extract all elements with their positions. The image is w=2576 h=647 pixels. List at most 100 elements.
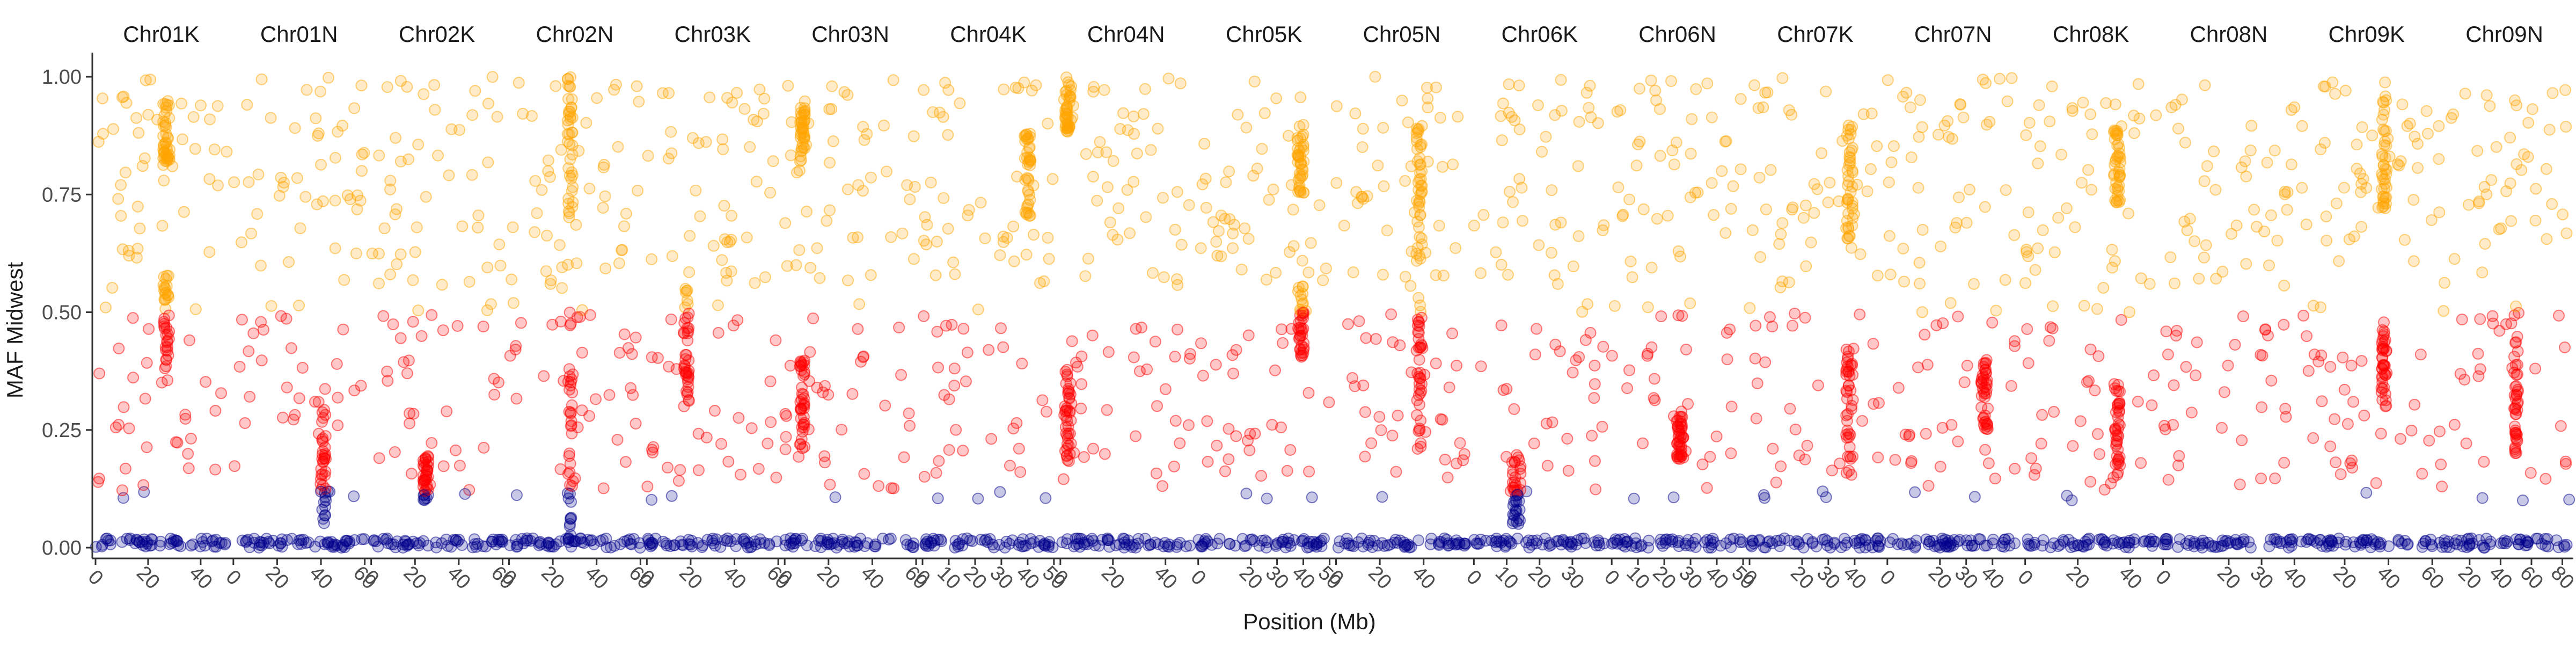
data-point (642, 150, 654, 162)
data-point (566, 139, 579, 151)
data-point (426, 309, 438, 321)
data-point (1597, 340, 1609, 353)
data-point (1817, 485, 1829, 498)
data-point (2259, 323, 2272, 336)
x-tick-label: 40 (1977, 562, 2009, 594)
data-point (315, 485, 327, 498)
data-point (507, 297, 519, 309)
data-point (2110, 125, 2122, 137)
data-point (727, 319, 740, 332)
data-point (683, 266, 696, 278)
data-point (627, 389, 639, 401)
data-point (1294, 91, 1307, 104)
data-point (179, 412, 192, 425)
data-point (1672, 536, 1684, 549)
data-point (2307, 300, 2319, 312)
data-point (133, 127, 145, 139)
data-point (1872, 397, 1885, 409)
data-point (1224, 538, 1236, 550)
data-point (2433, 120, 2445, 132)
data-point (987, 541, 1000, 554)
data-point (2084, 108, 2097, 120)
data-point (116, 484, 128, 497)
data-point (1023, 188, 1036, 201)
data-point (678, 359, 691, 372)
data-point (1101, 181, 1114, 193)
data-point (1531, 323, 1542, 335)
data-point (538, 370, 550, 382)
data-point (1497, 384, 1510, 396)
data-point (590, 393, 602, 405)
data-point (962, 209, 974, 222)
data-point (1763, 311, 1776, 323)
data-point (1938, 119, 1951, 132)
data-point (384, 175, 397, 187)
data-point (2270, 533, 2282, 546)
data-point (927, 106, 939, 118)
data-point (2089, 384, 2101, 397)
data-point (2200, 239, 2212, 251)
data-point (2176, 93, 2188, 106)
data-point (765, 416, 777, 428)
data-point (790, 259, 802, 271)
data-point (1977, 382, 1989, 395)
data-point (2560, 458, 2572, 470)
data-point (1094, 136, 1106, 148)
data-point (903, 407, 915, 419)
data-point (138, 533, 150, 546)
data-point (1215, 250, 1227, 263)
panel-title: Chr05N (1363, 21, 1441, 47)
data-point (356, 148, 368, 161)
data-point (2216, 421, 2228, 434)
data-point (564, 153, 576, 165)
data-point (2378, 359, 2390, 371)
data-point (1979, 444, 1991, 456)
data-point (1357, 379, 1370, 391)
data-point (618, 220, 630, 232)
data-point (2076, 177, 2088, 189)
data-point (565, 513, 577, 525)
data-point (200, 376, 212, 388)
data-point (2480, 89, 2493, 101)
data-point (2416, 468, 2428, 480)
data-point (1680, 344, 1692, 355)
data-point (779, 408, 792, 420)
x-tick-label: 40 (2114, 562, 2147, 594)
data-point (112, 193, 125, 205)
data-point (1227, 227, 1239, 239)
data-point (289, 122, 301, 134)
data-point (1754, 251, 1767, 263)
data-point (2005, 380, 2017, 392)
data-point (2066, 105, 2079, 117)
x-tick-label: 40 (2279, 562, 2311, 594)
data-point (1843, 146, 1856, 158)
data-point (1490, 246, 1502, 258)
data-point (310, 112, 322, 125)
data-point (1171, 186, 1183, 198)
data-point (1546, 184, 1558, 197)
x-tick-label: 40 (581, 562, 613, 594)
y-tick-label: 0.00 (42, 537, 82, 559)
data-point (293, 300, 305, 311)
data-point (733, 412, 745, 424)
data-point (682, 327, 694, 339)
data-point (865, 171, 877, 184)
data-point (566, 185, 578, 197)
data-point (1062, 432, 1074, 445)
data-point (1480, 535, 1492, 547)
data-point (212, 179, 224, 192)
data-point (2414, 348, 2427, 361)
data-point (294, 222, 306, 235)
data-point (652, 352, 664, 364)
data-point (1040, 405, 1052, 418)
data-point (763, 538, 775, 550)
data-point (798, 421, 810, 434)
data-point (1004, 460, 1016, 472)
data-point (750, 176, 763, 188)
data-point (2555, 420, 2567, 432)
data-point (358, 147, 370, 159)
data-point (2199, 79, 2211, 91)
